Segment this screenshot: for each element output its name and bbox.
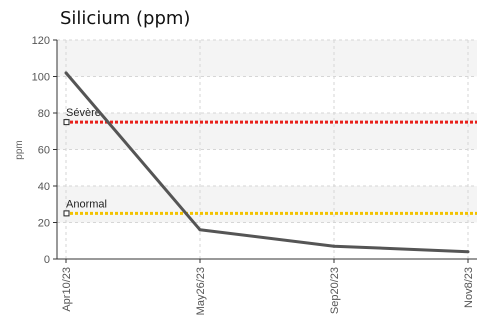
chart-title: Silicium (ppm) <box>60 8 190 29</box>
y-tick-label: 20 <box>38 218 50 230</box>
threshold-label: Sévère <box>66 107 101 119</box>
y-tick-label: 80 <box>38 108 50 120</box>
threshold-marker <box>63 119 70 126</box>
y-tick-label: 100 <box>32 72 50 84</box>
grid-band <box>57 113 477 150</box>
x-tick-labels: Apr10/23 May26/23 Sep20/23 Nov8/23 <box>61 267 475 315</box>
axes <box>53 39 477 263</box>
series-layer <box>64 71 470 254</box>
y-tick-label: 60 <box>38 145 50 157</box>
data-point <box>332 244 336 248</box>
y-axis-label: ppm <box>14 140 25 159</box>
grid-band <box>57 186 477 223</box>
background-bands <box>57 40 477 223</box>
y-tick-labels: 0 20 40 60 80 100 120 <box>32 35 50 266</box>
data-point <box>198 228 202 232</box>
data-point <box>64 71 68 75</box>
grid-lines <box>57 39 477 259</box>
grid-band <box>57 40 477 77</box>
x-tick-label: May26/23 <box>195 267 207 315</box>
x-tick-label: Sep20/23 <box>329 267 341 314</box>
series-line <box>64 71 469 254</box>
y-tick-label: 0 <box>44 254 50 266</box>
threshold-label: Anormal <box>66 198 107 210</box>
data-point <box>466 250 470 254</box>
threshold-lines: Sévère Anormal <box>63 107 477 217</box>
x-tick-label: Nov8/23 <box>463 267 475 308</box>
threshold-marker <box>63 210 70 217</box>
y-tick-label: 120 <box>32 35 50 47</box>
y-tick-label: 40 <box>38 181 50 193</box>
x-tick-label: Apr10/23 <box>61 267 73 312</box>
